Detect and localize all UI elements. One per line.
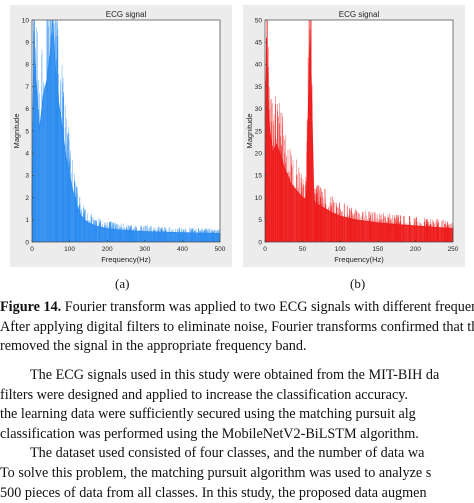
caption-figure-label: Figure 14.: [0, 299, 62, 315]
b-xtick-label-1: 50: [299, 246, 307, 253]
body-line-4: classification was performed using the M…: [0, 425, 419, 442]
b-ytick-label-9: 45: [255, 40, 263, 47]
a-x-axis-label: Frequency(Hz): [101, 255, 151, 264]
subfigure-label-b: (b): [350, 276, 366, 291]
caption-line-1: Figure 14. Fourier transform was applied…: [0, 298, 474, 318]
subfigure-label-a: (a): [115, 276, 130, 291]
body-line-5: The dataset used consisted of four class…: [30, 445, 425, 462]
b-ytick-label-8: 40: [255, 62, 263, 69]
a-ytick-label-2: 2: [25, 195, 29, 202]
a-ytick-label-5: 5: [25, 128, 29, 135]
body-line-2: filters were designed and applied to inc…: [0, 386, 408, 403]
a-xtick-label-5: 500: [215, 246, 226, 253]
figure-caption: Figure 14. Fourier transform was applied…: [0, 298, 474, 357]
a-xtick-label-3: 300: [139, 246, 150, 253]
b-ytick-label-0: 0: [258, 239, 262, 246]
a-xtick-label-1: 100: [64, 246, 75, 253]
a-chart-title: ECG signal: [106, 10, 147, 19]
b-chart-title: ECG signal: [339, 10, 380, 19]
caption-line-2: After applying digital filters to elimin…: [0, 318, 474, 335]
b-ytick-label-4: 20: [255, 151, 263, 158]
a-ytick-label-6: 6: [25, 106, 29, 113]
b-ytick-label-6: 30: [255, 106, 263, 113]
b-ytick-label-5: 25: [255, 128, 263, 135]
a-xtick-label-2: 200: [102, 246, 113, 253]
ecg-spectrum-panel-a: 0 100 200 300 400 500 0 1 2 3 4 5 6 7 8 9 10 ECG signal Fr…: [10, 5, 232, 267]
a-ytick-label-7: 7: [25, 84, 29, 91]
body-text: The ECG signals used in this study were …: [0, 366, 474, 503]
caption-line-3: removed the signal in the appropriate fr…: [0, 338, 307, 355]
a-ytick-label-1: 1: [25, 217, 29, 224]
a-ytick-label-10: 10: [22, 17, 30, 24]
a-ytick-label-3: 3: [25, 173, 29, 180]
b-spectrum-line: [264, 28, 454, 230]
ecg-spectrum-panel-b: 0 50 100 150 200 250 0 5 10 15 20 25 30 35 40 45 50 ECG s…: [243, 5, 465, 267]
body-line-6: To solve this problem, the matching purs…: [0, 464, 432, 481]
b-ytick-label-2: 10: [255, 195, 263, 202]
b-x-axis-label: Frequency(Hz): [334, 255, 384, 264]
a-y-axis-label: Magnitude: [12, 113, 21, 148]
body-line-3: the learning data were sufficiently secu…: [0, 406, 416, 423]
a-xtick-label-0: 0: [30, 246, 34, 253]
a-ytick-label-4: 4: [25, 151, 29, 158]
caption-text-1: Fourier transform was applied to two ECG…: [61, 299, 474, 315]
a-ytick-label-9: 9: [25, 40, 29, 47]
b-xtick-label-5: 250: [448, 246, 459, 253]
b-xtick-label-3: 150: [372, 246, 383, 253]
ecg-spectrum-chart-a: 0 100 200 300 400 500 0 1 2 3 4 5 6 7 8 9 10 ECG signal Fr…: [12, 10, 226, 264]
b-xtick-label-0: 0: [263, 246, 267, 253]
a-ytick-label-0: 0: [25, 239, 29, 246]
a-ytick-label-8: 8: [25, 62, 29, 69]
b-ytick-label-10: 50: [255, 17, 263, 24]
ecg-spectrum-chart-b: 0 50 100 150 200 250 0 5 10 15 20 25 30 35 40 45 50 ECG s…: [245, 10, 459, 264]
a-xtick-label-4: 400: [177, 246, 188, 253]
b-xtick-label-4: 200: [410, 246, 421, 253]
b-ytick-label-3: 15: [255, 173, 263, 180]
b-ytick-label-7: 35: [255, 84, 263, 91]
a-spectrum-line: [31, 19, 221, 235]
body-line-7: 500 pieces of data from all classes. In …: [0, 484, 427, 501]
b-ytick-label-1: 5: [258, 217, 262, 224]
b-y-axis-label: Magnitude: [245, 113, 254, 148]
b-xtick-label-2: 100: [335, 246, 346, 253]
body-line-1: The ECG signals used in this study were …: [30, 367, 440, 383]
b-spectrum-spikes: [265, 20, 454, 242]
